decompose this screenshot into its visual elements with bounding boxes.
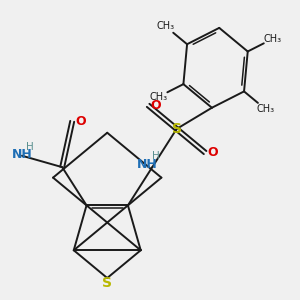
- Text: O: O: [75, 115, 86, 128]
- Text: S: S: [102, 276, 112, 290]
- Text: CH₃: CH₃: [149, 92, 167, 102]
- Text: NH: NH: [137, 158, 158, 171]
- Text: O: O: [151, 99, 161, 112]
- Text: CH₃: CH₃: [264, 34, 282, 44]
- Text: S: S: [172, 122, 182, 136]
- Text: CH₃: CH₃: [157, 21, 175, 31]
- Text: CH₃: CH₃: [256, 104, 275, 114]
- Text: NH: NH: [12, 148, 32, 161]
- Text: H: H: [152, 151, 160, 161]
- Text: H: H: [26, 142, 34, 152]
- Text: O: O: [208, 146, 218, 159]
